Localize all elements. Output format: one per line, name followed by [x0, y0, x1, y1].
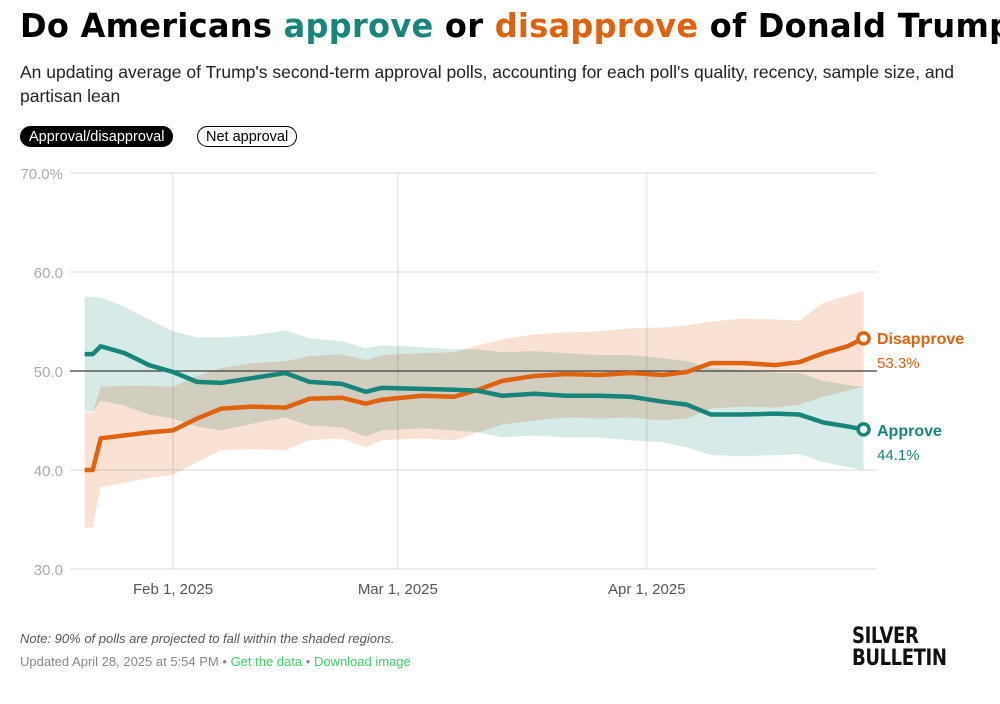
disapprove-endpoint-marker [856, 331, 871, 346]
x-tick-label: Feb 1, 2025 [133, 581, 213, 598]
toggle-approval-disapproval[interactable]: Approval/disapproval [20, 126, 174, 147]
approve-endpoint-marker [856, 422, 871, 437]
updated-time: Updated April 28, 2025 at 5:54 PM [20, 654, 219, 669]
disapprove-series-label: Disapprove [877, 331, 964, 348]
approve-value-label: 44.1% [877, 447, 920, 464]
disapprove-line [84, 336, 865, 473]
title-approve-word: approve [283, 6, 434, 45]
title-disapprove-word: disapprove [494, 6, 699, 45]
y-tick-label: 30.0 [34, 562, 63, 579]
y-tick-label: 60.0 [34, 265, 63, 282]
page-title: Do Americans approve or disapprove of Do… [20, 6, 1000, 45]
y-tick-label: 70.0% [20, 166, 63, 183]
silver-bulletin-logo: SILVER BULLETIN [852, 626, 947, 670]
title-text: of Donald Trump? [698, 6, 1000, 45]
disapprove-value-label: 53.3% [877, 355, 920, 372]
y-tick-label: 50.0 [34, 364, 63, 381]
download-image-link[interactable]: Download image [313, 654, 411, 669]
note: Note: 90% of polls are projected to fall… [20, 631, 395, 646]
x-tick-label: Mar 1, 2025 [358, 581, 438, 598]
footer: Updated April 28, 2025 at 5:54 PM • Get … [20, 654, 411, 669]
x-tick-label: Apr 1, 2025 [608, 581, 686, 598]
approve-band [84, 296, 864, 470]
approve-line [84, 344, 864, 432]
title-text: or [433, 6, 495, 45]
logo-line: SILVER [852, 624, 919, 649]
y-tick-label: 40.0 [34, 463, 63, 480]
separator: • [222, 654, 227, 669]
separator: • [305, 654, 311, 669]
subtitle: An updating average of Trump's second-te… [20, 62, 955, 106]
title-text: Do Americans [20, 6, 284, 45]
approve-series-label: Approve [877, 423, 942, 440]
logo-line: BULLETIN [852, 646, 947, 671]
get-data-link[interactable]: Get the data [230, 654, 303, 669]
approval-chart: 30.0 40.0 50.0 60.0 70.0% Feb 1, 2025 Mar 1, 2… [20, 166, 964, 598]
toggle-net-approval[interactable]: Net approval [197, 126, 298, 147]
